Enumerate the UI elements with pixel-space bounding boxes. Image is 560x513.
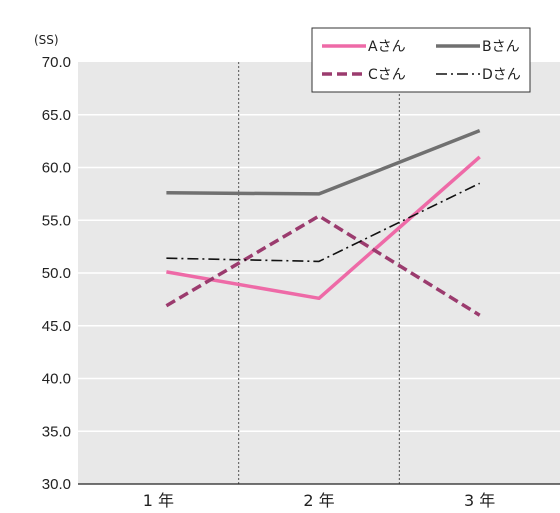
- y-unit-label: (SS): [34, 33, 59, 47]
- y-tick-label: 70.0: [42, 54, 71, 71]
- series-line-4: [166, 182, 481, 263]
- y-tick-label: 45.0: [42, 318, 71, 335]
- series-line-1: [166, 155, 481, 301]
- x-tick-label: 1 年: [143, 491, 174, 510]
- y-tick-label: 65.0: [42, 107, 71, 124]
- legend-label: Cさん: [368, 67, 406, 83]
- y-tick-label: 55.0: [42, 212, 71, 229]
- x-tick-label: 2 年: [303, 491, 334, 510]
- y-tick-label: 30.0: [42, 476, 71, 493]
- y-tick-label: 35.0: [42, 423, 71, 440]
- y-tick-label: 40.0: [42, 371, 71, 388]
- series-line-2: [166, 128, 481, 196]
- legend-label: Dさん: [482, 67, 521, 83]
- series-line-3: [165, 214, 481, 317]
- legend-box: [311, 27, 531, 93]
- y-tick-label: 60.0: [42, 160, 71, 177]
- legend-label: Bさん: [482, 39, 520, 55]
- y-tick-label: 50.0: [42, 265, 71, 282]
- x-tick-label: 3 年: [464, 491, 495, 510]
- legend-label: Aさん: [368, 39, 406, 55]
